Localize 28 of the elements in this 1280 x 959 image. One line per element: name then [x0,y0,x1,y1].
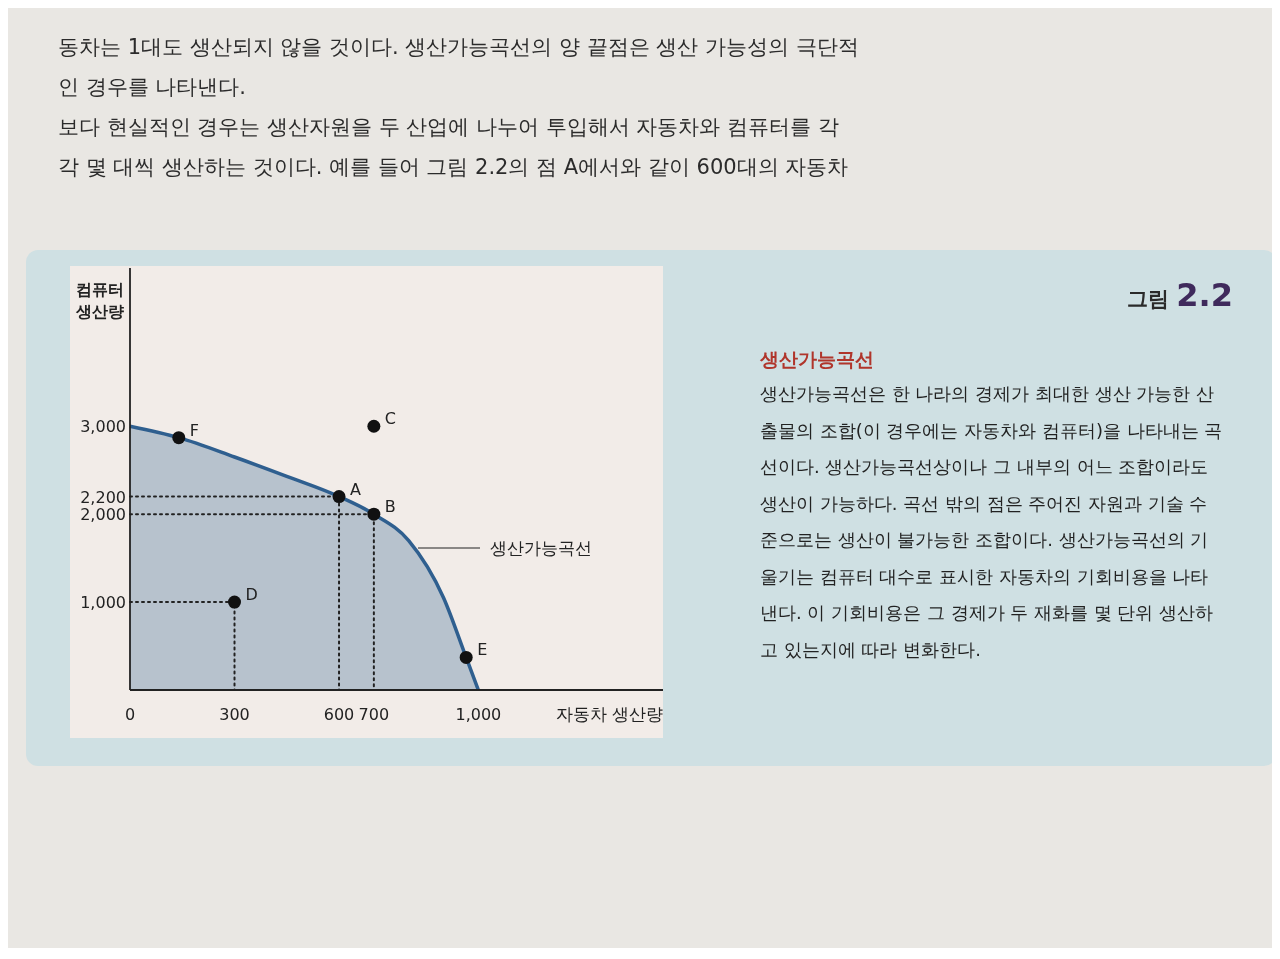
point [367,507,381,521]
text: 그림 2.2 [1127,276,1233,314]
annotation: E [477,640,488,660]
point [172,431,186,445]
x-tick-label: 1,000 [455,705,502,724]
x-tick-label: 0 [124,705,136,724]
point [367,419,381,433]
annotation: B [384,497,396,517]
annotation: D [245,585,258,605]
y-tick-label: 1,000 [80,593,126,613]
x-tick-label: 300 [219,705,250,724]
y-tick-label: 3,000 [80,417,126,437]
x-tick-label: 600 [323,705,355,724]
annotation: 생산가능곡선 [490,538,592,558]
text: 동차는 1대도 생산되지 않을 것이다. 생산가능곡선의 양 끝점은 생산 가능성의 극단적 인 경우를 나타낸다. 보다 현실적인 경우는 생산자원을 두 산업에 나누어 투입해서 자동차와 컴퓨터를 각 각 몇 대씩 생산하는 것이다. 예를 들어 그림 2.2의 점 A에서와 같이 600대의 자동차 [58,35,859,179]
text: 생산가능곡선 [759,348,874,370]
y-tick-label: 2,200 [80,487,126,507]
point [332,490,346,504]
annotation: F [189,420,199,440]
x-axis-title: 자동차 생산량 [555,704,663,724]
text: 생산가능곡선은 한 나라의 경제가 최대한 생산 가능한 산 출물의 조합(이 경우에는 자동차와 컴퓨터)을 나타내는 곡 선이다. 생산가능곡선상이나 그 내부의 어느 조합이라도 생산이 가능하다. 곡선 밖의 점은 주어진 자원과 기술 수 준으로는 생산이 불가능한 조합이다. 생산가능곡선의 기 울기는 컴퓨터 대수로 표시한 자동차의 기회비용을 나타 낸다. 이 기회비용은 그 경제가 두 재화를 몇 단위 생산하 고 있는지에 따라 변화한다. [760,383,1223,660]
y-axis-title: 컴퓨터 생산량 [75,280,124,321]
x-tick-label: 700 [358,705,390,724]
annotation: C [384,409,397,429]
annotation: A [350,479,362,499]
y-tick-label: 2,000 [80,505,126,525]
point [228,595,242,609]
point [459,650,473,664]
